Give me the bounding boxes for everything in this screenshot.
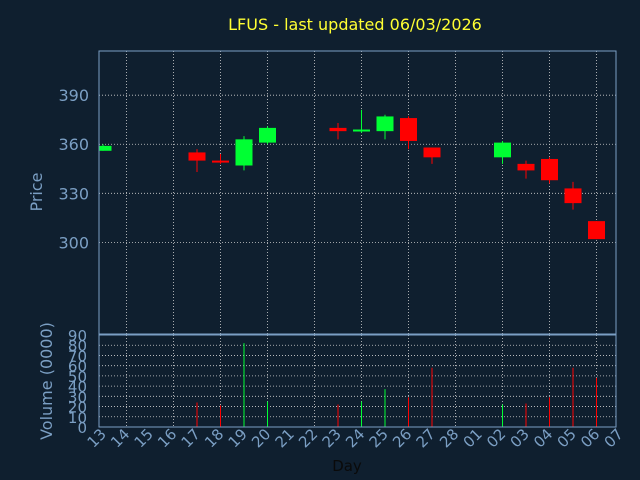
price-tick-label: 360 — [58, 135, 89, 154]
price-panel-frame — [98, 50, 617, 335]
volume-tick-label: 40 — [68, 378, 87, 396]
volume-tick-label: 90 — [68, 327, 87, 345]
candle-body — [400, 118, 417, 141]
volume-tick-label: 0 — [77, 419, 87, 437]
candle-body — [212, 160, 229, 163]
volume-tick-label: 60 — [68, 358, 87, 376]
chart-title: LFUS - last updated 06/03/2026 — [228, 15, 482, 34]
price-grid — [99, 51, 616, 334]
candle-body — [329, 127, 347, 132]
volume-tick-label: 80 — [68, 337, 87, 355]
candle-body — [99, 145, 112, 151]
volume-tick-label: 20 — [68, 399, 87, 417]
candle-body — [188, 152, 206, 161]
candle-body — [376, 116, 394, 132]
candle-body — [541, 158, 558, 181]
volume-tick-label: 50 — [68, 368, 87, 386]
x-axis-label: Day — [332, 457, 362, 475]
candles-layer — [99, 109, 605, 240]
volume-tick-label: 70 — [68, 347, 87, 365]
volume-tick-label: 10 — [68, 409, 87, 427]
x-tick-labels: 1314151617181920212223242526272801020304… — [84, 425, 627, 451]
candle-body — [235, 139, 253, 166]
price-tick-label: 330 — [58, 184, 89, 203]
candle-body — [588, 221, 605, 240]
price-tick-label: 390 — [58, 86, 89, 105]
candle-body — [423, 147, 441, 158]
candle-body — [259, 127, 276, 143]
volume-panel-frame — [98, 334, 617, 428]
volume-tick-label: 30 — [68, 388, 87, 406]
volume-bars-layer — [196, 343, 597, 427]
candle-body — [564, 188, 582, 204]
price-axis-label: Price — [27, 172, 46, 211]
candle-body — [494, 142, 511, 158]
price-y-tick-labels: 300 330 360 390 — [58, 86, 89, 252]
candle-body — [353, 129, 370, 132]
price-tick-label: 300 — [58, 233, 89, 252]
volume-axis-label: Volume (0000) — [37, 322, 56, 440]
candle-body — [517, 163, 535, 171]
